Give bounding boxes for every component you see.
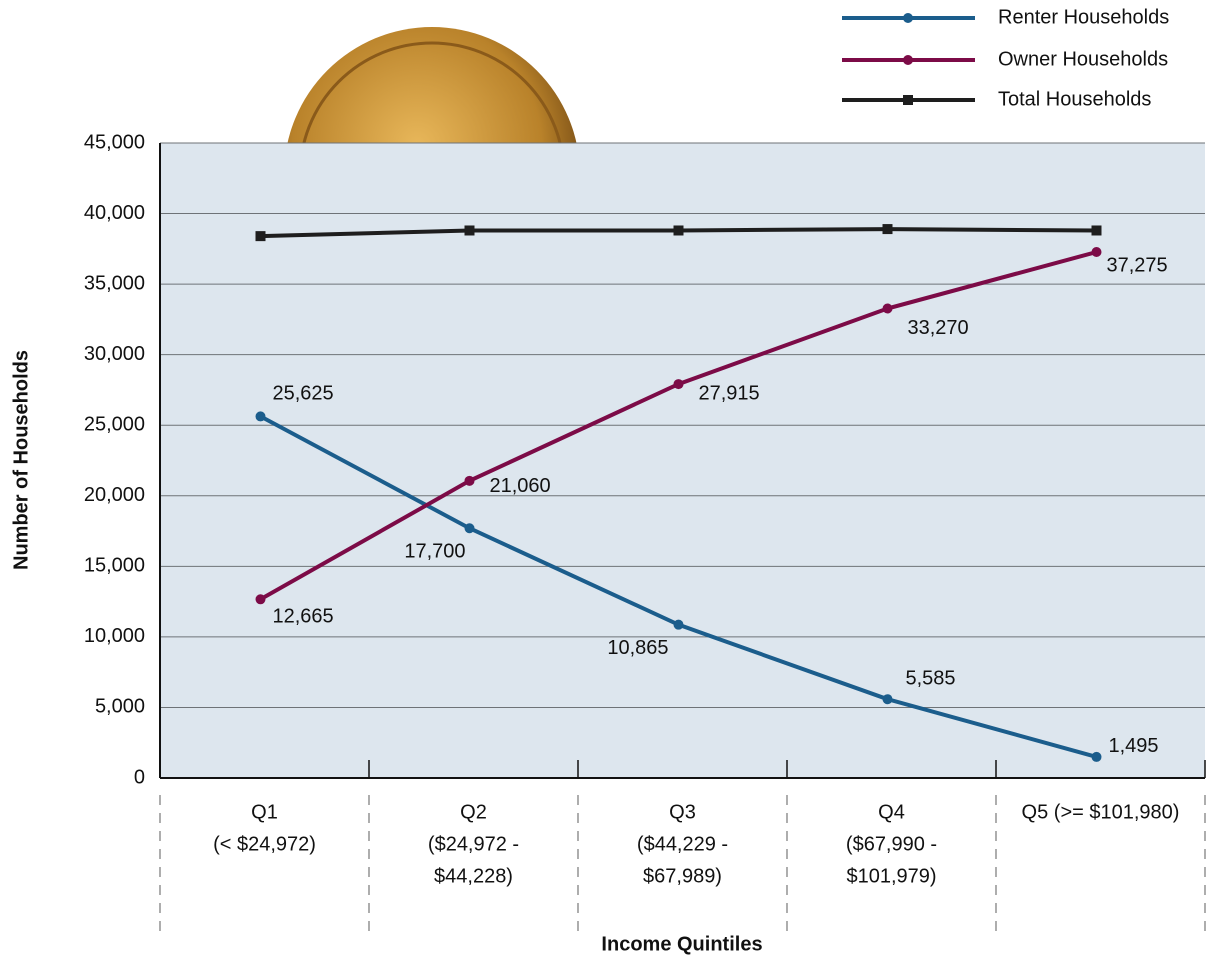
- chart: Number of Households Income Quintiles 0 5…: [0, 0, 1207, 962]
- data-label: 27,915: [699, 382, 760, 404]
- y-tick-label: 5,000: [95, 696, 145, 718]
- data-label: 17,700: [404, 541, 465, 563]
- x-tick-label: Q1: [251, 801, 278, 823]
- legend-marker: [903, 95, 913, 105]
- point-marker: [256, 594, 266, 604]
- plot-area: [160, 143, 1205, 778]
- x-axis-title: Income Quintiles: [601, 933, 762, 955]
- x-tick-label: ($24,972 -: [428, 833, 519, 855]
- point-marker: [1092, 225, 1102, 235]
- y-axis-title: Number of Households: [10, 350, 32, 570]
- point-marker: [256, 231, 266, 241]
- data-label: 25,625: [273, 383, 334, 405]
- point-marker: [883, 304, 893, 314]
- y-tick-label: 35,000: [84, 272, 145, 294]
- legend-label: Renter Households: [998, 6, 1169, 28]
- y-tick-label: 30,000: [84, 343, 145, 365]
- x-tick-label: Q5 (>= $101,980): [1022, 801, 1180, 823]
- x-tick-label: Q2: [460, 801, 487, 823]
- point-marker: [674, 379, 684, 389]
- point-marker: [883, 694, 893, 704]
- data-label: 37,275: [1107, 254, 1168, 276]
- data-label: 1,495: [1109, 735, 1159, 757]
- legend-label: Total Households: [998, 88, 1151, 110]
- x-tick-label: Q3: [669, 801, 696, 823]
- x-tick-label: $67,989): [643, 865, 722, 887]
- legend-label: Owner Households: [998, 48, 1168, 70]
- x-tick-label: ($67,990 -: [846, 833, 937, 855]
- point-marker: [465, 476, 475, 486]
- data-label: 5,585: [906, 667, 956, 689]
- point-marker: [1092, 247, 1102, 257]
- point-marker: [883, 224, 893, 234]
- point-marker: [1092, 752, 1102, 762]
- data-label: 33,270: [908, 317, 969, 339]
- point-marker: [465, 523, 475, 533]
- y-tick-label: 15,000: [84, 555, 145, 577]
- y-tick-label: 10,000: [84, 625, 145, 647]
- point-marker: [674, 620, 684, 630]
- point-marker: [465, 225, 475, 235]
- x-tick-label: (< $24,972): [213, 833, 316, 855]
- x-tick-label: ($44,229 -: [637, 833, 728, 855]
- y-tick-label: 0: [134, 766, 145, 788]
- data-label: 10,865: [607, 637, 668, 659]
- x-tick-label: $101,979): [846, 865, 936, 887]
- point-marker: [256, 411, 266, 421]
- point-marker: [674, 225, 684, 235]
- x-tick-label: Q4: [878, 801, 905, 823]
- y-tick-label: 20,000: [84, 484, 145, 506]
- y-tick-label: 25,000: [84, 414, 145, 436]
- y-tick-label: 40,000: [84, 202, 145, 224]
- data-label: 21,060: [490, 475, 551, 497]
- x-tick-label: $44,228): [434, 865, 513, 887]
- y-tick-label: 45,000: [84, 131, 145, 153]
- legend-marker: [903, 55, 913, 65]
- data-label: 12,665: [273, 606, 334, 628]
- legend-marker: [903, 13, 913, 23]
